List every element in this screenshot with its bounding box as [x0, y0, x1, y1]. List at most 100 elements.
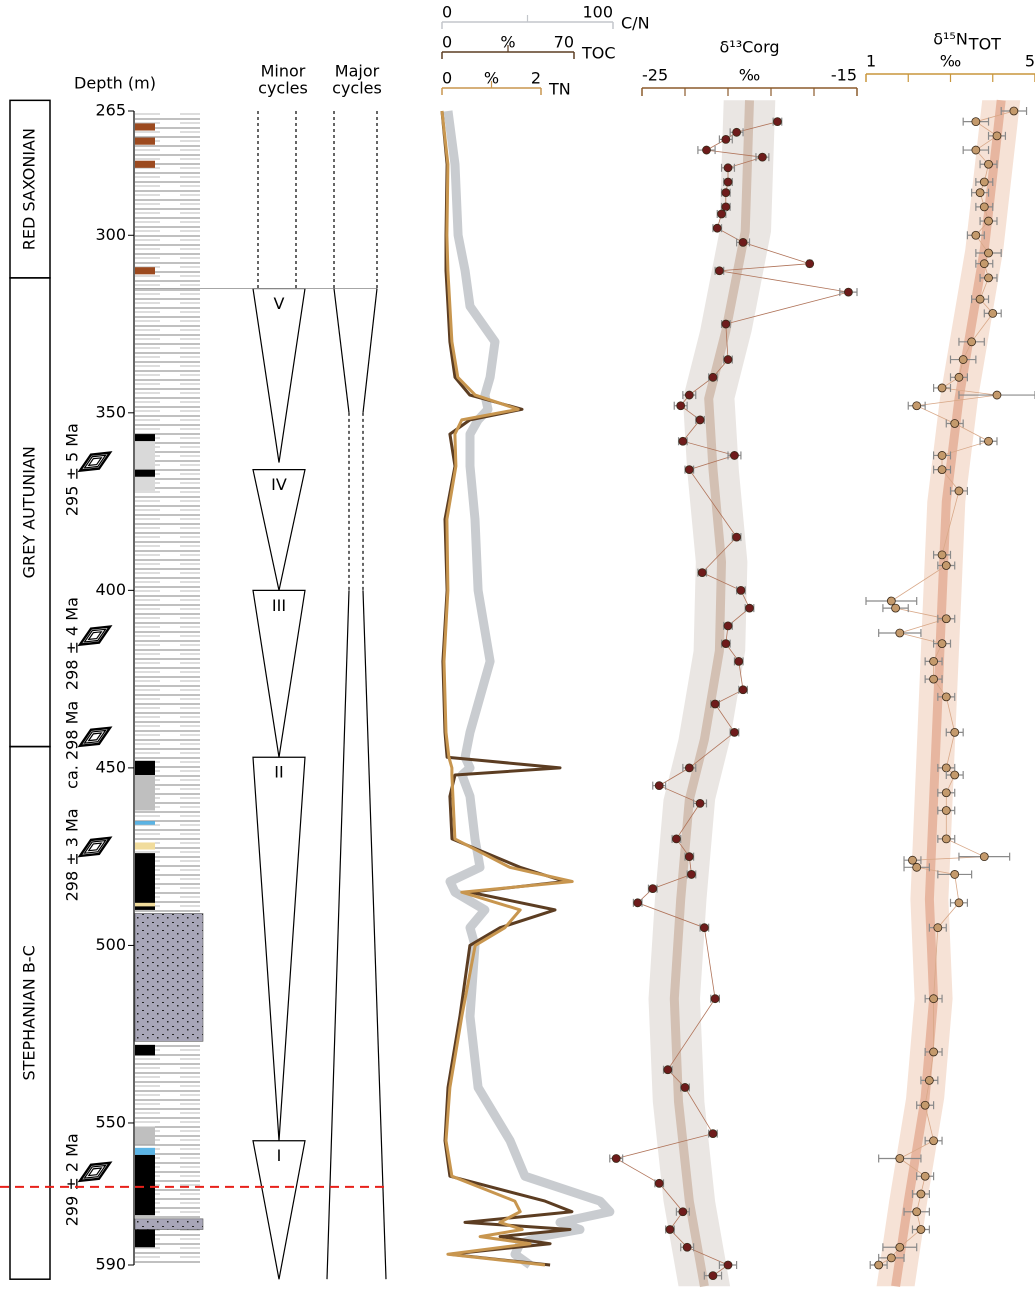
- data-point: [917, 1190, 925, 1198]
- depth-tick-label: 500: [95, 935, 126, 954]
- data-point: [679, 437, 687, 445]
- data-point: [685, 853, 693, 861]
- data-point: [677, 402, 685, 410]
- data-point: [951, 771, 959, 779]
- major-cycle-line: [363, 590, 386, 1279]
- data-point: [921, 1101, 929, 1109]
- data-point: [887, 1254, 895, 1262]
- data-point: [955, 373, 963, 381]
- unit-label: RED SAXONIAN: [20, 128, 39, 250]
- data-point: [917, 1225, 925, 1233]
- data-point: [980, 853, 988, 861]
- axis-title: TN: [548, 80, 571, 99]
- data-point: [634, 899, 642, 907]
- data-point: [951, 419, 959, 427]
- zircon-icon: [80, 728, 110, 746]
- data-point: [955, 487, 963, 495]
- lithology-layer: [135, 913, 203, 1041]
- data-point: [896, 1243, 904, 1251]
- data-point: [938, 466, 946, 474]
- lithology-layer: [135, 821, 155, 825]
- data-point: [722, 320, 730, 328]
- axis-tick-label: 100: [582, 3, 613, 22]
- data-point: [709, 1272, 717, 1280]
- lithology-layer: [135, 1127, 155, 1145]
- zircon-icon: [80, 1163, 110, 1181]
- data-point: [875, 1261, 883, 1269]
- data-point: [700, 924, 708, 932]
- axis-title-sub: TOT: [968, 35, 1001, 54]
- minor-cycles-title: cycles: [258, 79, 308, 98]
- data-point: [938, 451, 946, 459]
- data-point: [985, 249, 993, 257]
- minor-cycle: [253, 590, 305, 757]
- zircon-icon: [80, 453, 110, 471]
- data-point: [679, 1208, 687, 1216]
- data-point: [921, 1172, 929, 1180]
- depth-tick-label: 350: [95, 402, 126, 421]
- age-label: 298 ± 3 Ma: [63, 808, 82, 901]
- lithology-layer: [135, 1229, 155, 1247]
- lithology-layer: [135, 761, 155, 775]
- data-point: [724, 178, 732, 186]
- data-point: [724, 1261, 732, 1269]
- unit-label: STEPHANIAN B-C: [20, 945, 39, 1080]
- age-label: 299 ± 2 Ma: [63, 1133, 82, 1226]
- data-point: [730, 451, 738, 459]
- axis-tick-label: -25: [642, 66, 668, 85]
- data-point: [739, 686, 747, 694]
- data-point: [930, 1137, 938, 1145]
- major-cycle-line: [327, 590, 349, 1279]
- axis-tick-label: 0: [442, 33, 452, 52]
- depth-tick-label: 400: [95, 580, 126, 599]
- series-line: [442, 111, 572, 1265]
- data-point: [806, 260, 814, 268]
- lithology-layer: [135, 470, 155, 477]
- axis-tick-label: 0: [442, 69, 452, 88]
- data-point: [887, 597, 895, 605]
- data-point: [980, 260, 988, 268]
- data-point: [687, 870, 695, 878]
- data-point: [844, 288, 852, 296]
- depth-axis-title: Depth (m): [74, 74, 156, 93]
- data-point: [696, 416, 704, 424]
- data-point: [758, 153, 766, 161]
- lithology-layer: [135, 853, 155, 910]
- data-point: [672, 835, 680, 843]
- data-point: [724, 622, 732, 630]
- lithology-column: [135, 111, 200, 1265]
- data-point: [930, 1048, 938, 1056]
- data-point: [1010, 107, 1018, 115]
- depth-tick-label: 300: [95, 225, 126, 244]
- data-point: [713, 224, 721, 232]
- axis-tick-label: 0: [442, 3, 452, 22]
- data-point: [722, 135, 730, 143]
- data-point: [985, 160, 993, 168]
- data-point: [649, 885, 657, 893]
- minor-cycle-label: III: [272, 596, 286, 615]
- data-point: [942, 835, 950, 843]
- axis-tick-label: 5: [1025, 52, 1035, 71]
- axis-unit: %: [484, 69, 499, 88]
- data-point: [938, 640, 946, 648]
- zircon-icon: [80, 627, 110, 645]
- data-point: [718, 210, 726, 218]
- data-point: [896, 629, 904, 637]
- depth-tick-label: 450: [95, 757, 126, 776]
- data-point: [913, 863, 921, 871]
- age-label: 295 ± 5 Ma: [63, 423, 82, 516]
- data-point: [942, 561, 950, 569]
- data-point: [722, 203, 730, 211]
- age-label: ca. 298 Ma: [63, 701, 82, 789]
- lithology-layer: [135, 267, 155, 274]
- data-point: [685, 391, 693, 399]
- data-point: [730, 728, 738, 736]
- data-point: [896, 1154, 904, 1162]
- data-point: [968, 338, 976, 346]
- data-point: [985, 437, 993, 445]
- data-point: [711, 700, 719, 708]
- data-point: [722, 189, 730, 197]
- minor-cycle: [253, 289, 305, 463]
- lithology-layer: [135, 123, 155, 130]
- lithology-layer: [135, 434, 155, 441]
